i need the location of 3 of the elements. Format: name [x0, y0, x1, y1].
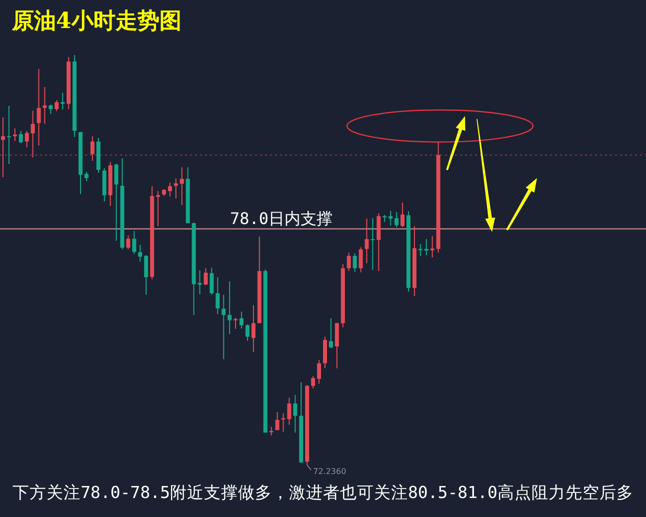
annotation: 下方关注78.0-78.5附近支撑做多，激进者也可关注80.5-81.0高点阻力先空后多 [12, 483, 634, 502]
annotation: 72.2360 [306, 464, 346, 476]
title: 原油4小时走势图 [12, 8, 182, 34]
